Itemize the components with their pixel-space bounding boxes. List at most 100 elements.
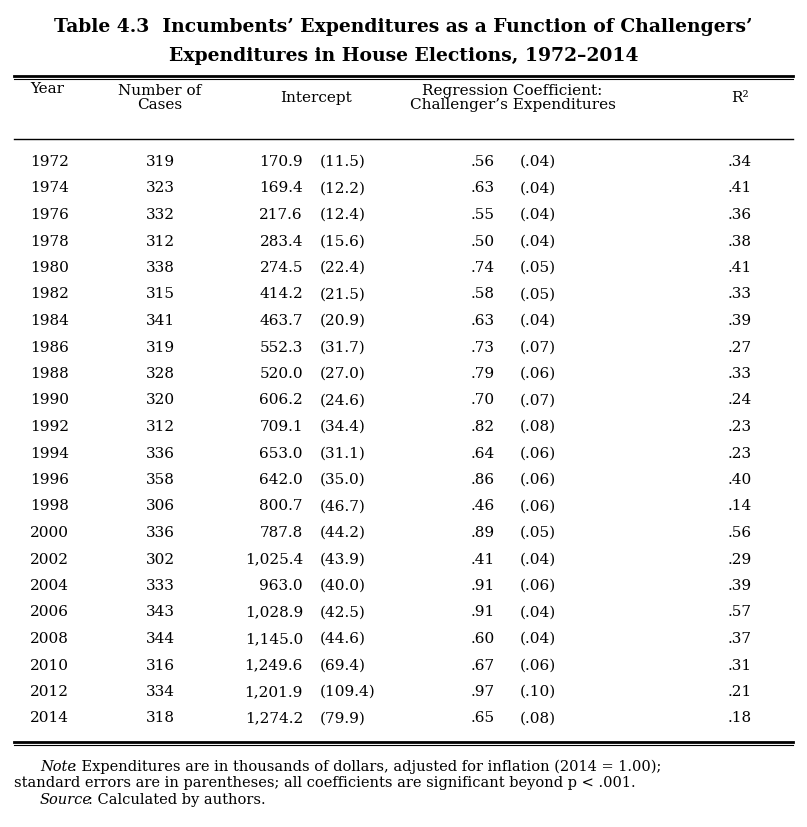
Text: 709.1: 709.1 [259,420,303,434]
Text: .18: .18 [728,711,752,725]
Text: .91: .91 [470,605,495,619]
Text: .40: .40 [728,473,752,487]
Text: 1,025.4: 1,025.4 [245,552,303,566]
Text: .31: .31 [728,658,752,672]
Text: 1974: 1974 [30,181,69,195]
Text: 1,145.0: 1,145.0 [245,632,303,646]
Text: .41: .41 [728,261,752,275]
Text: : Expenditures are in thousands of dollars, adjusted for inflation (2014 = 1.00): : Expenditures are in thousands of dolla… [72,760,662,774]
Text: (.06): (.06) [520,367,556,381]
Text: 306: 306 [145,500,174,514]
Text: (.06): (.06) [520,579,556,593]
Text: .89: .89 [470,526,495,540]
Text: 2012: 2012 [30,685,69,699]
Text: 414.2: 414.2 [259,288,303,302]
Text: .39: .39 [728,314,752,328]
Text: (.06): (.06) [520,658,556,672]
Text: 344: 344 [145,632,174,646]
Text: 520.0: 520.0 [259,367,303,381]
Text: (12.2): (12.2) [320,181,366,195]
Text: (40.0): (40.0) [320,579,366,593]
Text: 2000: 2000 [30,526,69,540]
Text: 1,201.9: 1,201.9 [245,685,303,699]
Text: .29: .29 [728,552,752,566]
Text: 2002: 2002 [30,552,69,566]
Text: 2008: 2008 [30,632,69,646]
Text: 1994: 1994 [30,447,69,461]
Text: 343: 343 [145,605,174,619]
Text: .55: .55 [471,208,495,222]
Text: .63: .63 [470,314,495,328]
Text: (.04): (.04) [520,605,556,619]
Text: (44.6): (44.6) [320,632,366,646]
Text: Source: Source [40,793,92,807]
Text: (46.7): (46.7) [320,500,366,514]
Text: .50: .50 [470,235,495,248]
Text: .70: .70 [470,394,495,408]
Text: 1982: 1982 [30,288,69,302]
Text: .38: .38 [728,235,752,248]
Text: 1998: 1998 [30,500,69,514]
Text: 2004: 2004 [30,579,69,593]
Text: 2010: 2010 [30,658,69,672]
Text: 2006: 2006 [30,605,69,619]
Text: .56: .56 [470,155,495,169]
Text: 1,249.6: 1,249.6 [245,658,303,672]
Text: (44.2): (44.2) [320,526,366,540]
Text: .37: .37 [728,632,752,646]
Text: 283.4: 283.4 [260,235,303,248]
Text: Cases: Cases [137,98,182,112]
Text: 312: 312 [145,420,174,434]
Text: 217.6: 217.6 [259,208,303,222]
Text: 336: 336 [145,447,174,461]
Text: .64: .64 [470,447,495,461]
Text: .73: .73 [471,341,495,355]
Text: (27.0): (27.0) [320,367,366,381]
Text: 1,028.9: 1,028.9 [245,605,303,619]
Text: 1980: 1980 [30,261,69,275]
Text: 169.4: 169.4 [259,181,303,195]
Text: .21: .21 [728,685,752,699]
Text: 328: 328 [145,367,174,381]
Text: 1990: 1990 [30,394,69,408]
Text: 312: 312 [145,235,174,248]
Text: .67: .67 [470,658,495,672]
Text: (31.7): (31.7) [320,341,366,355]
Text: 332: 332 [145,208,174,222]
Text: 315: 315 [145,288,174,302]
Text: .97: .97 [470,685,495,699]
Text: (.04): (.04) [520,314,556,328]
Text: (.06): (.06) [520,447,556,461]
Text: 1976: 1976 [30,208,69,222]
Text: 334: 334 [145,685,174,699]
Text: .24: .24 [728,394,752,408]
Text: .79: .79 [470,367,495,381]
Text: .74: .74 [470,261,495,275]
Text: (.08): (.08) [520,420,556,434]
Text: Table 4.3  Incumbents’ Expenditures as a Function of Challengers’: Table 4.3 Incumbents’ Expenditures as a … [54,18,753,36]
Text: 274.5: 274.5 [260,261,303,275]
Text: (.04): (.04) [520,181,556,195]
Text: 316: 316 [145,658,174,672]
Text: (24.6): (24.6) [320,394,366,408]
Text: 1988: 1988 [30,367,69,381]
Text: 323: 323 [145,181,174,195]
Text: 338: 338 [145,261,174,275]
Text: .41: .41 [728,181,752,195]
Text: 463.7: 463.7 [260,314,303,328]
Text: (42.5): (42.5) [320,605,366,619]
Text: .23: .23 [728,420,752,434]
Text: 787.8: 787.8 [260,526,303,540]
Text: (34.4): (34.4) [320,420,366,434]
Text: .33: .33 [728,367,752,381]
Text: (.07): (.07) [520,341,556,355]
Text: 552.3: 552.3 [260,341,303,355]
Text: 1978: 1978 [30,235,69,248]
Text: : Calculated by authors.: : Calculated by authors. [88,793,266,807]
Text: (20.9): (20.9) [320,314,366,328]
Text: (35.0): (35.0) [320,473,366,487]
Text: 1,274.2: 1,274.2 [245,711,303,725]
Text: (43.9): (43.9) [320,552,366,566]
Text: (12.4): (12.4) [320,208,366,222]
Text: .56: .56 [728,526,752,540]
